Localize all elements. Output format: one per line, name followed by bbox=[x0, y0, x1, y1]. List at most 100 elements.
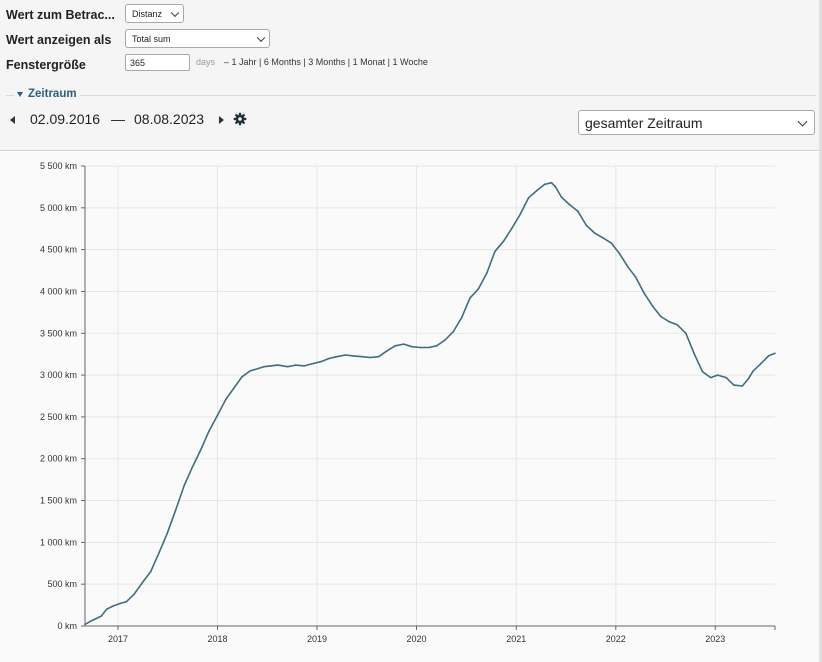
data-point bbox=[402, 343, 405, 345]
preset-separator-dash: – bbox=[224, 57, 230, 67]
series-line bbox=[84, 181, 776, 626]
data-point bbox=[693, 352, 695, 355]
y-tick-label: 1 000 km bbox=[40, 537, 77, 547]
gear-icon[interactable] bbox=[233, 112, 247, 126]
date-separator: — bbox=[111, 111, 125, 127]
measure-select[interactable]: Distanz bbox=[125, 4, 184, 23]
y-tick-label: 5 500 km bbox=[40, 161, 77, 171]
data-point bbox=[477, 288, 480, 290]
data-point bbox=[527, 197, 530, 199]
preset-link-month[interactable]: 1 Monat bbox=[352, 57, 386, 67]
data-point bbox=[183, 484, 185, 487]
window-edge bbox=[819, 0, 822, 662]
display-label: Wert anzeigen als bbox=[6, 33, 112, 47]
caret-down-icon bbox=[17, 91, 23, 97]
data-point bbox=[510, 227, 513, 230]
chevron-down-icon bbox=[797, 116, 808, 127]
data-point bbox=[543, 183, 546, 186]
data-point bbox=[554, 186, 557, 188]
data-point bbox=[486, 272, 488, 274]
data-point bbox=[725, 376, 727, 379]
y-tick-label: 4 500 km bbox=[40, 245, 77, 255]
data-point bbox=[84, 623, 86, 626]
x-tick-label: 2017 bbox=[108, 634, 128, 644]
data-point bbox=[394, 345, 397, 347]
data-point bbox=[361, 355, 363, 358]
preset-link-year[interactable]: 1 Jahr bbox=[231, 57, 257, 67]
data-point bbox=[92, 619, 94, 621]
data-point bbox=[752, 370, 754, 372]
preset-link-3-months[interactable]: 3 Months bbox=[308, 57, 346, 67]
period-section-toggle[interactable]: Zeitraum bbox=[14, 88, 80, 100]
data-point bbox=[634, 276, 637, 278]
preset-link-6-months[interactable]: 6 Months bbox=[263, 57, 301, 67]
data-point bbox=[701, 370, 704, 373]
data-point bbox=[494, 250, 496, 253]
y-tick-label: 500 km bbox=[47, 579, 77, 589]
data-point bbox=[651, 304, 654, 307]
data-point bbox=[535, 190, 537, 192]
data-point bbox=[593, 232, 596, 234]
data-point bbox=[585, 224, 588, 227]
x-tick-label: 2022 bbox=[606, 634, 626, 644]
data-point bbox=[568, 203, 571, 206]
data-point bbox=[225, 398, 227, 401]
data-point bbox=[269, 365, 272, 367]
y-tick-label: 2 500 km bbox=[40, 412, 77, 422]
data-point bbox=[125, 600, 128, 603]
data-point bbox=[386, 350, 388, 352]
x-tick-label: 2023 bbox=[705, 634, 725, 644]
data-point bbox=[676, 324, 679, 326]
display-select[interactable]: Total sum bbox=[125, 29, 270, 48]
preset-link-week[interactable]: 1 Woche bbox=[392, 57, 428, 67]
data-point bbox=[328, 357, 331, 360]
data-point bbox=[627, 266, 629, 268]
range-select[interactable]: gesamter Zeitraum bbox=[578, 110, 815, 135]
y-tick-label: 3 500 km bbox=[40, 328, 77, 338]
data-point bbox=[747, 378, 749, 381]
data-point bbox=[759, 363, 762, 365]
data-point bbox=[618, 253, 621, 255]
arrow-right-icon[interactable] bbox=[219, 116, 224, 124]
data-point bbox=[519, 213, 521, 216]
chevron-down-icon bbox=[170, 8, 180, 17]
data-point bbox=[610, 242, 612, 244]
data-point bbox=[577, 210, 579, 212]
data-point bbox=[643, 292, 645, 294]
data-point bbox=[257, 367, 260, 370]
data-point bbox=[232, 387, 235, 390]
data-point bbox=[369, 356, 372, 359]
y-tick-label: 1 500 km bbox=[40, 496, 77, 506]
data-point bbox=[191, 466, 194, 468]
data-point bbox=[444, 339, 446, 341]
x-tick-label: 2021 bbox=[506, 634, 526, 644]
range-select-value: gesamter Zeitraum bbox=[585, 114, 703, 131]
preset-separator: | bbox=[385, 57, 393, 67]
section-divider bbox=[6, 95, 816, 96]
data-point bbox=[303, 365, 306, 367]
end-date[interactable]: 08.08.2023 bbox=[134, 111, 205, 127]
data-point bbox=[216, 414, 219, 417]
data-point bbox=[741, 385, 744, 387]
arrow-left-icon[interactable] bbox=[10, 116, 15, 124]
measure-select-value: Distanz bbox=[132, 8, 163, 19]
preset-separator: | bbox=[300, 57, 309, 67]
y-tick-label: 0 km bbox=[57, 621, 77, 631]
distance-line-chart: 0 km 500 km 1 000 km 1 500 km 2 000 km 2 500 … bbox=[40, 161, 776, 644]
data-point bbox=[774, 352, 776, 355]
data-point bbox=[709, 376, 712, 379]
x-tick-label: 2020 bbox=[406, 634, 426, 644]
data-point bbox=[105, 608, 108, 611]
window-size-input[interactable] bbox=[125, 54, 190, 71]
data-point bbox=[141, 581, 144, 584]
data-point bbox=[158, 551, 160, 554]
window-unit: days bbox=[196, 57, 216, 67]
data-point bbox=[286, 365, 289, 368]
start-date[interactable]: 02.09.2016 bbox=[30, 111, 101, 127]
preset-separator: | bbox=[256, 57, 264, 67]
data-point bbox=[660, 315, 662, 318]
window-presets: – 1 Jahr | 6 Months | 3 Months | 1 Monat… bbox=[224, 57, 428, 67]
data-point bbox=[435, 345, 438, 347]
data-point bbox=[336, 355, 338, 358]
data-point bbox=[377, 355, 380, 358]
